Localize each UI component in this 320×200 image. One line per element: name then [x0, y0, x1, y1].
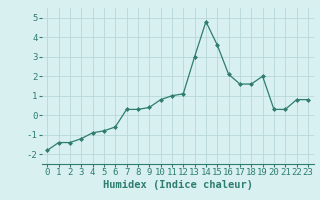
X-axis label: Humidex (Indice chaleur): Humidex (Indice chaleur) [103, 180, 252, 190]
